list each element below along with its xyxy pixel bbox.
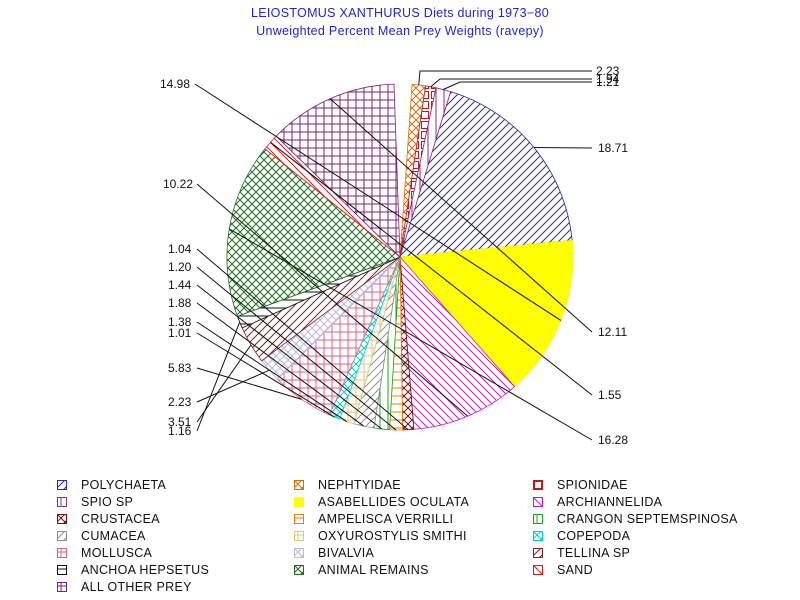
top-leader-line [418,70,592,86]
value-label-tellina-sp: 3.51 [168,415,192,429]
chart-subtitle: Unweighted Percent Mean Prey Weights (ra… [256,24,544,38]
top-value-label: 1.94 [596,72,620,86]
value-label-asabellides-oculata: 14.98 [160,77,190,91]
value-label-all-other-prey: 12.11 [598,325,627,339]
pie-slice-polychaeta [399,91,573,258]
value-label-sand: 1.55 [598,388,622,402]
value-label-anchoa-hepsetus: 1.16 [168,424,192,438]
value-label-crangon-septemspinosa: 1.44 [168,278,192,292]
value-label-cumacea: 1.88 [168,296,192,310]
value-label-mollusca: 5.83 [168,361,192,375]
top-value-label: 2.23 [596,64,620,78]
top-leader-line [430,78,592,88]
value-label-copepoda: 1.01 [168,326,192,340]
chart-title-block: LEIOSTOMUS XANTHURUS Diets during 1973−8… [0,4,800,40]
leader-line-all-other-prey [329,98,593,333]
value-label-animal-remains: 16.28 [598,433,628,447]
leader-line-mollusca [196,367,302,400]
leader-line-crustacea [196,248,409,431]
top-leader-line [443,81,592,90]
value-label-crustacea: 1.04 [168,242,192,256]
leader-line-oxyurostylis-smithi [196,321,347,423]
chart-title: LEIOSTOMUS XANTHURUS Diets during 1973−8… [251,6,549,20]
top-value-label: 1.21 [596,75,620,89]
leader-line-cumacea [196,302,365,427]
leader-line-asabellides-oculata [194,83,562,321]
value-label-ampelisca-verrilli: 1.20 [168,260,192,274]
value-label-archiannelida: 10.22 [163,177,193,191]
leader-line-sand [270,141,593,396]
leader-line-polychaeta [533,147,593,149]
leader-line-archiannelida [196,183,469,417]
leader-line-anchoa-hepsetus [196,321,241,432]
value-label-bivalvia: 2.23 [168,395,192,409]
leader-line-ampelisca-verrilli [196,266,397,431]
leader-line-crangon-septemspinosa [196,284,383,430]
value-label-oxyurostylis-smithi: 1.38 [168,315,192,329]
value-label-polychaeta: 18.71 [598,141,628,155]
leader-line-animal-remains [229,228,593,441]
leader-line-bivalvia [196,369,270,403]
leader-line-copepoda [196,332,335,418]
